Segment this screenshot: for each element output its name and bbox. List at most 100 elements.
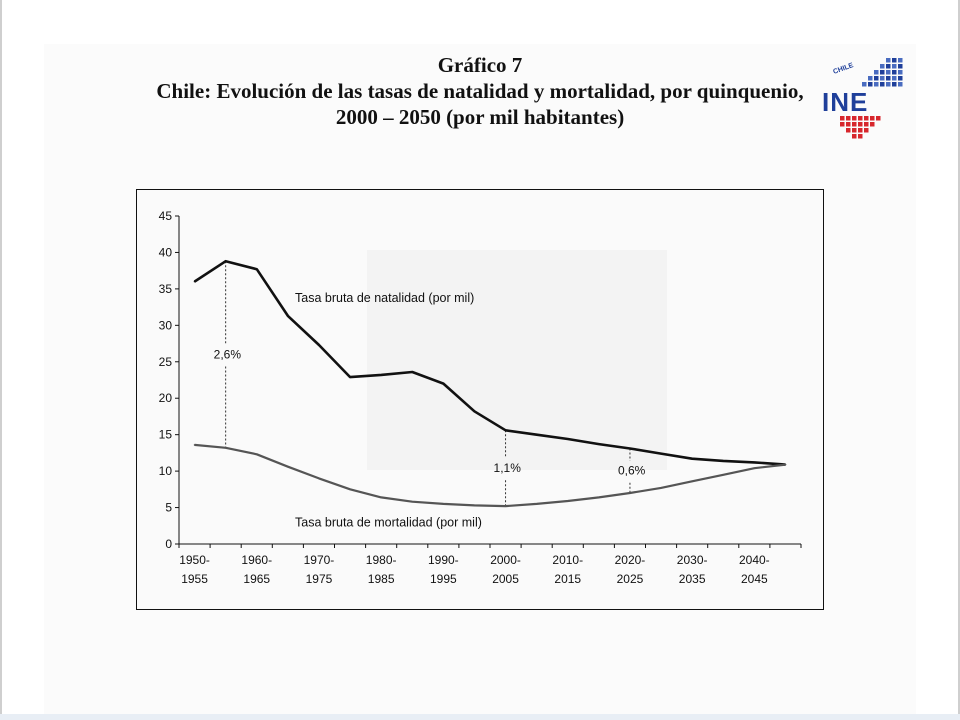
data-point	[753, 467, 756, 469]
logo-square	[864, 128, 869, 133]
logo-square	[892, 76, 897, 81]
data-point	[753, 461, 756, 464]
logo-square	[852, 116, 857, 121]
x-tick-label-bottom: 1975	[306, 572, 333, 586]
x-tick-label-top: 2040-	[739, 553, 770, 567]
data-point	[660, 452, 662, 455]
logo-square	[852, 122, 857, 127]
data-point	[318, 477, 320, 480]
y-tick-label: 45	[159, 209, 173, 223]
logo-square	[880, 82, 885, 87]
logo-small-text: CHILE	[832, 62, 854, 76]
chart-container: 0 5 10 15 20 25 30 35 40 45 1950- 1955 1960- 1965 1970…	[136, 189, 824, 610]
data-point	[535, 503, 538, 505]
logo-square	[864, 116, 869, 121]
data-point	[442, 503, 445, 505]
title-line-2: Chile: Evolución de las tasas de natalid…	[156, 79, 804, 103]
data-point	[349, 376, 351, 378]
x-tick-label-bottom: 1985	[368, 572, 395, 586]
ine-logo: CHILE INE	[822, 58, 903, 139]
data-point	[473, 504, 476, 507]
y-tick-label: 5	[165, 501, 172, 515]
data-point	[224, 260, 227, 262]
data-point	[784, 463, 787, 466]
logo-square	[892, 58, 897, 63]
title-line-1: Gráfico 7	[437, 53, 523, 77]
series-line-mortalidad	[194, 443, 786, 508]
x-tick-label-top: 1990-	[428, 553, 459, 567]
data-point	[193, 444, 196, 446]
logo-square	[870, 116, 875, 121]
x-tick-label-top: 2000-	[490, 553, 521, 567]
data-point	[504, 505, 507, 507]
series-line-natalidad	[193, 259, 786, 466]
logo-square	[892, 82, 897, 87]
logo-square	[880, 64, 885, 69]
x-tick-label-top: 2020-	[615, 553, 646, 567]
data-point	[660, 487, 662, 489]
logo-square	[886, 70, 891, 75]
logo-square	[858, 122, 863, 127]
data-point	[380, 496, 382, 499]
x-tick-label-top: 1960-	[241, 553, 272, 567]
y-tick-label: 35	[159, 282, 173, 296]
logo-square	[880, 76, 885, 81]
x-tick-label-top: 2030-	[677, 553, 708, 567]
series-label-mortalidad: Tasa bruta de mortalidad (por mil)	[295, 516, 482, 530]
data-point	[598, 496, 600, 499]
y-tick-label: 15	[159, 428, 173, 442]
x-tick-label-bottom: 2005	[492, 572, 519, 586]
logo-square	[898, 70, 903, 75]
data-point	[629, 447, 631, 450]
logo-square	[846, 128, 851, 133]
logo-square	[868, 82, 873, 87]
data-point	[473, 410, 476, 413]
title-line-3: 2000 – 2050 (por mil habitantes)	[335, 105, 625, 129]
data-point	[287, 465, 289, 468]
logo-square	[876, 116, 881, 121]
logo-square	[846, 122, 851, 127]
chart-title: Gráfico 7 Chile: Evolución de las tasas …	[100, 52, 860, 130]
logo-square	[886, 64, 891, 69]
logo-square	[892, 70, 897, 75]
logo-blue-grid	[862, 58, 903, 87]
x-tick-label-bottom: 2015	[554, 572, 581, 586]
logo-square	[898, 82, 903, 87]
logo-square	[898, 58, 903, 63]
watermark-background	[367, 250, 667, 470]
data-point	[629, 492, 631, 494]
logo-square	[880, 70, 885, 75]
data-point	[255, 268, 258, 271]
data-point	[287, 315, 289, 317]
data-point	[318, 344, 320, 346]
data-point	[411, 371, 414, 373]
data-point	[722, 460, 725, 462]
annotation-label: 1,1%	[494, 461, 522, 475]
logo-square	[886, 76, 891, 81]
annotation-label: 2,6%	[214, 347, 242, 361]
logo-square	[864, 122, 869, 127]
logo-square	[886, 82, 891, 87]
data-point	[411, 500, 414, 503]
logo-square	[858, 116, 863, 121]
logo-text: INE	[822, 87, 868, 117]
line-chart: 0510152025303540451950-19551960-19651970…	[159, 209, 802, 586]
x-tick-label-top: 1950-	[179, 553, 210, 567]
data-point	[380, 374, 382, 376]
x-tick-label-top: 1980-	[366, 553, 397, 567]
data-point	[349, 488, 351, 491]
y-tick-label: 20	[159, 391, 173, 405]
y-tick-label: 30	[159, 318, 173, 332]
x-tick-label-top: 2010-	[552, 553, 583, 567]
x-tick-label-bottom: 1955	[181, 572, 208, 586]
data-point	[691, 480, 693, 483]
logo-square	[898, 76, 903, 81]
y-tick-label: 0	[165, 537, 172, 551]
logo-square	[858, 128, 863, 133]
data-point	[504, 429, 507, 432]
data-point	[224, 446, 227, 449]
logo-square	[874, 70, 879, 75]
y-tick-label: 40	[159, 245, 173, 259]
y-tick-label: 10	[159, 464, 173, 478]
data-point	[566, 500, 569, 502]
